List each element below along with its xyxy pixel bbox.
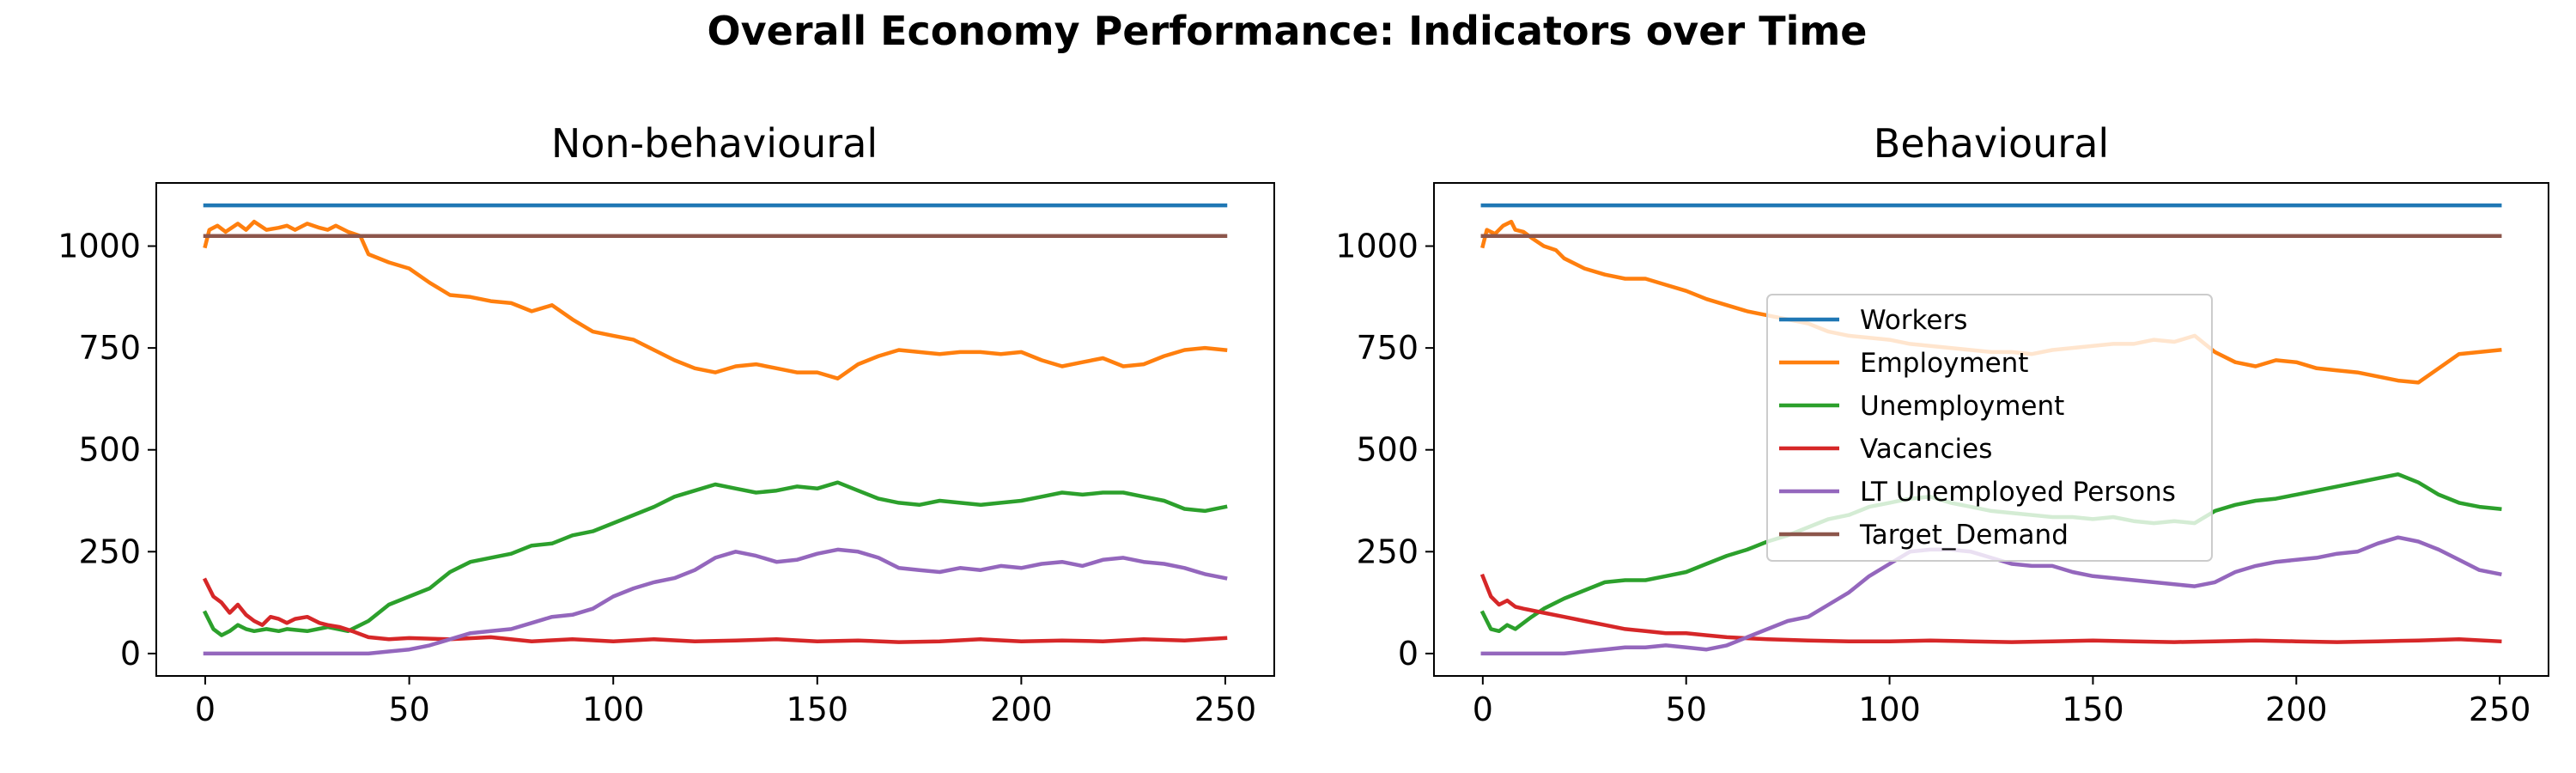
x-tick-label: 200 <box>2265 691 2328 728</box>
y-tick-label: 1000 <box>58 228 141 265</box>
x-tick-label: 100 <box>582 691 645 728</box>
y-tick-label: 750 <box>1356 329 1419 367</box>
chart-non-behavioural: Non-behavioural 0 250 500 750 1000 0 50 100 150 2… <box>58 120 1275 728</box>
x-tick-label: 50 <box>388 691 429 728</box>
series-line-lt-unemployed-persons <box>203 547 1228 656</box>
series-line-vacancies <box>202 577 1228 644</box>
figure-title: Overall Economy Performance: Indicators … <box>708 8 1868 54</box>
chart-behavioural: Behavioural 0 250 500 750 1000 0 50 100 150 200 25… <box>1335 120 2549 728</box>
x-tick-label: 250 <box>1194 691 1257 728</box>
x-tick-label: 100 <box>1858 691 1921 728</box>
legend-label: LT Unemployed Persons <box>1860 477 2176 508</box>
legend-label: Unemployment <box>1860 391 2064 422</box>
legend-box <box>1766 294 2213 562</box>
legend-label: Vacancies <box>1860 434 1992 465</box>
chart-title: Non-behavioural <box>551 120 878 167</box>
y-tick-label: 0 <box>120 635 141 673</box>
chart-title: Behavioural <box>1874 120 2109 167</box>
plot-frame <box>155 182 1275 677</box>
x-tick-label: 200 <box>990 691 1053 728</box>
y-tick-label: 250 <box>78 533 141 570</box>
y-tick-label: 250 <box>1356 533 1419 570</box>
y-tick-label: 500 <box>1356 431 1419 469</box>
plot-frame <box>1433 182 2549 677</box>
series-line-unemployment <box>202 480 1228 637</box>
legend: Workers Employment Unemployment Vacancies LT… <box>1766 294 2213 562</box>
legend-label: Workers <box>1860 305 1967 336</box>
series-line-vacancies <box>1479 573 2502 644</box>
y-tick-label: 750 <box>78 329 141 367</box>
y-tick-label: 500 <box>78 431 141 469</box>
x-tick-label: 0 <box>195 691 216 728</box>
x-tick-label: 250 <box>2469 691 2531 728</box>
x-tick-label: 150 <box>2062 691 2124 728</box>
legend-label: Target_Demand <box>1859 520 2069 551</box>
x-tick-label: 0 <box>1473 691 1493 728</box>
x-tick-label: 50 <box>1666 691 1707 728</box>
y-tick-label: 0 <box>1398 635 1419 673</box>
legend-label: Employment <box>1860 348 2028 379</box>
x-tick-label: 150 <box>787 691 849 728</box>
y-tick-label: 1000 <box>1335 228 1419 265</box>
series-line-employment <box>203 219 1228 380</box>
series-line-lt-unemployed-persons <box>1480 535 2502 656</box>
